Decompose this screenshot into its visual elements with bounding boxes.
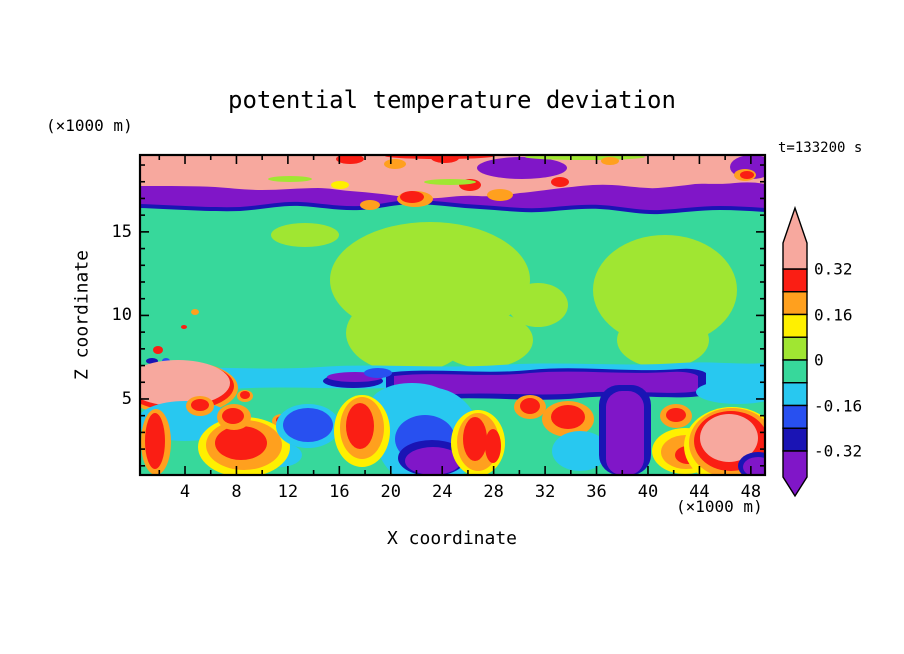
x-tick-label: 36 bbox=[586, 482, 607, 502]
colorbar bbox=[782, 205, 808, 498]
z-tick-label: 15 bbox=[111, 221, 132, 242]
z-tick-label: 5 bbox=[121, 388, 132, 409]
z-axis-unit: (×1000 m) bbox=[46, 116, 133, 135]
z-tick-label: 10 bbox=[111, 305, 132, 326]
x-tick-label: 28 bbox=[483, 482, 504, 502]
x-tick-label: 4 bbox=[179, 482, 191, 502]
colorbar-tick-label: 0.32 bbox=[814, 259, 853, 279]
x-tick-label: 24 bbox=[431, 482, 453, 502]
colorbar-tick-label: 0.16 bbox=[814, 305, 853, 324]
x-tick-label: 20 bbox=[380, 482, 402, 502]
x-tick-label: 32 bbox=[534, 482, 556, 502]
x-tick-label: 12 bbox=[277, 482, 299, 502]
axis-ticks bbox=[140, 155, 765, 475]
colorbar-arrow-bottom bbox=[782, 450, 808, 498]
x-tick-label: 40 bbox=[637, 482, 659, 502]
x-axis-label: X coordinate bbox=[386, 528, 518, 549]
x-tick-label: 48 bbox=[740, 482, 762, 502]
colorbar-arrow-top bbox=[782, 205, 808, 270]
x-axis-unit: (×1000 m) bbox=[676, 497, 763, 516]
x-tick-label: 16 bbox=[329, 482, 350, 502]
colorbar-tick-label: 0 bbox=[814, 350, 824, 370]
plot-frame bbox=[138, 153, 767, 477]
x-tick-label: 8 bbox=[231, 482, 242, 502]
contour-field bbox=[140, 155, 765, 475]
colorbar-tick-label: -0.16 bbox=[814, 396, 863, 415]
time-annotation: t=133200 s bbox=[778, 140, 863, 156]
colorbar-tick-label: -0.32 bbox=[814, 441, 863, 461]
x-tick-label: 44 bbox=[689, 482, 710, 502]
plot-title: potential temperature deviation bbox=[228, 86, 676, 114]
